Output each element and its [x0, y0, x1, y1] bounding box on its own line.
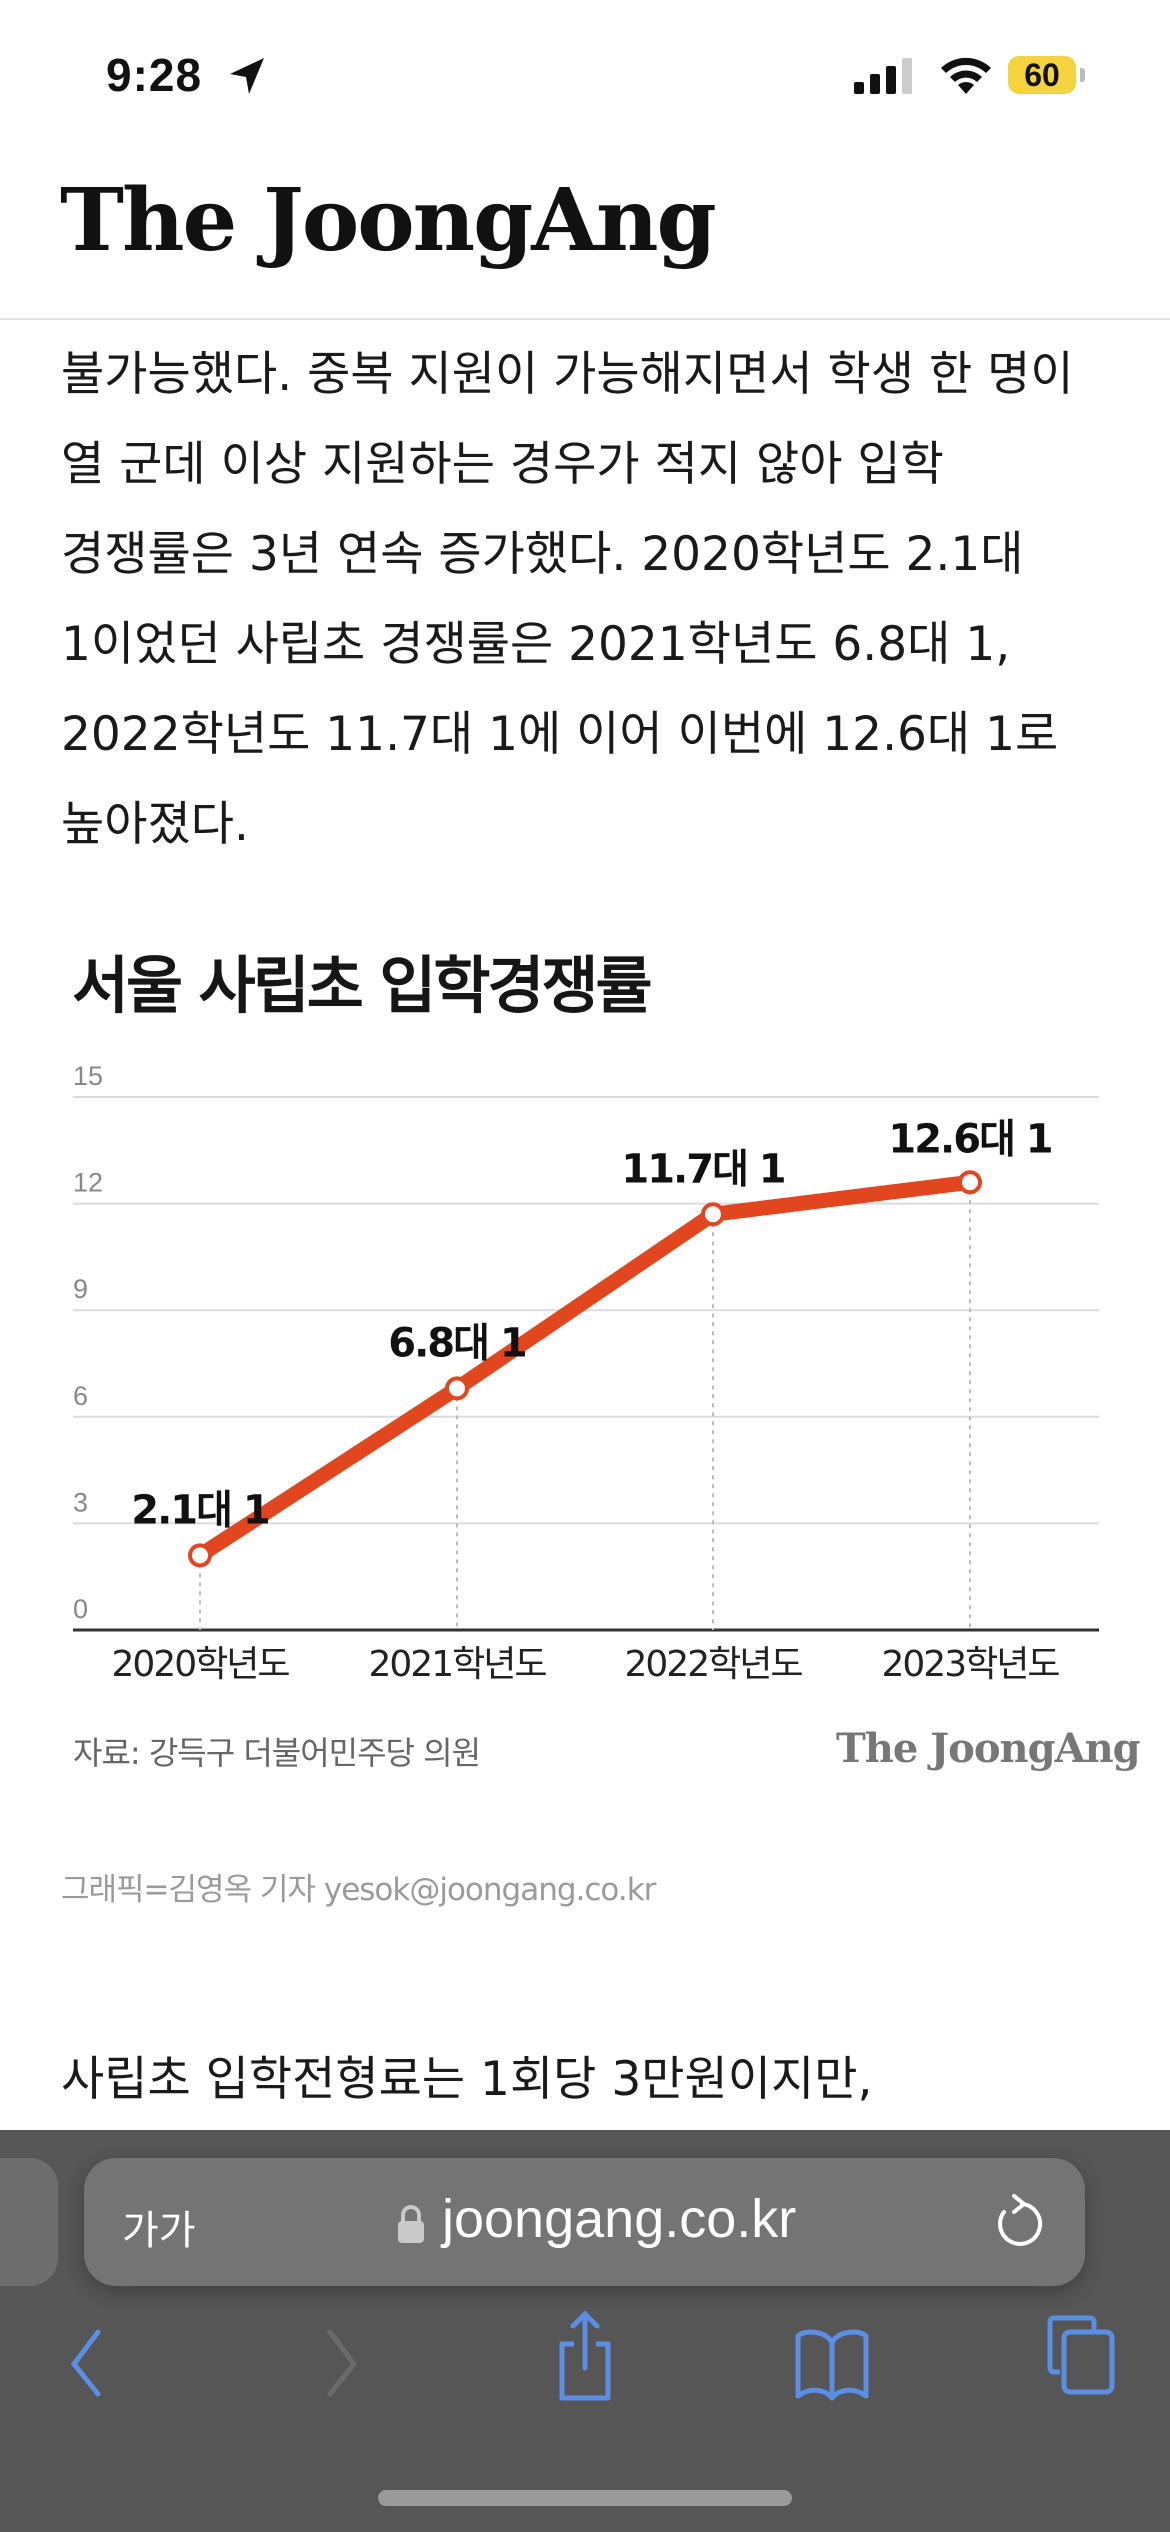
status-time: 9:28	[106, 49, 203, 101]
battery-tip	[1080, 68, 1085, 82]
back-icon[interactable]	[66, 2328, 106, 2398]
home-indicator	[378, 2490, 792, 2506]
chart-source: 자료: 강득구 더불어민주당 의원	[73, 1734, 481, 1772]
data-point	[188, 1543, 212, 1568]
y-tick-label: 12	[73, 1168, 103, 1198]
data-label: 2.1대 1	[131, 1487, 269, 1533]
battery-indicator: 60	[1008, 56, 1076, 94]
y-tick-label: 3	[73, 1487, 88, 1517]
data-label: 11.7대 1	[621, 1146, 784, 1192]
y-tick-label: 0	[73, 1594, 88, 1624]
graphic-caption: 그래픽=김영옥 기자 yesok@joongang.co.kr	[61, 1872, 656, 1908]
x-tick-label: 2020학년도	[112, 1644, 290, 1685]
forward-icon[interactable]	[322, 2328, 362, 2398]
x-tick-label: 2023학년도	[882, 1644, 1060, 1685]
address-bar[interactable]: 가가 joongang.co.kr	[84, 2158, 1085, 2286]
article-line: 1이었던 사립초 경쟁률은 2021학년도 6.8대 1,	[61, 617, 1011, 672]
article-line: 2022학년도 11.7대 1에 이어 이번에 12.6대 1로	[61, 707, 1059, 762]
article-line: 높아졌다.	[61, 797, 249, 852]
x-tick-label: 2022학년도	[625, 1644, 803, 1685]
data-point	[958, 1170, 982, 1195]
lock-icon	[398, 2205, 424, 2243]
y-tick-label: 15	[73, 1061, 103, 1091]
line-chart: 0 3 6 9 12 15 2020학년도 2021학년도 2022학년도 2023학년도 2.1대…	[73, 1061, 1099, 1685]
article-line: 열 군데 이상 지원하는 경우가 적지 않아 입학	[61, 437, 944, 492]
data-label: 6.8대 1	[388, 1320, 526, 1366]
article-body: 불가능했다. 중복 지원이 가능해지면서 학생 한 명이 열 군데 이상 지원하…	[61, 330, 1141, 870]
y-tick-label: 9	[73, 1274, 88, 1304]
article-next-paragraph: 사립초 입학전형료는 1회당 3만원이지만,	[61, 2052, 873, 2107]
bookmarks-icon[interactable]	[794, 2328, 870, 2402]
y-tick-label: 6	[73, 1381, 88, 1411]
share-icon[interactable]	[554, 2310, 616, 2402]
data-point	[445, 1376, 469, 1401]
data-label: 12.6대 1	[888, 1116, 1051, 1162]
series-line	[195, 1174, 971, 1562]
url-text[interactable]: joongang.co.kr	[442, 2189, 797, 2249]
x-tick-label: 2021학년도	[369, 1644, 547, 1685]
chart-title: 서울 사립초 입학경쟁률	[72, 949, 653, 1022]
location-arrow-icon	[230, 58, 264, 94]
article-line: 불가능했다. 중복 지원이 가능해지면서 학생 한 명이	[61, 347, 1074, 402]
wifi-icon	[941, 57, 991, 94]
reload-icon[interactable]	[992, 2194, 1046, 2252]
chart-logo: The JoongAng	[836, 1725, 1141, 1772]
site-logo[interactable]: The JoongAng	[60, 170, 717, 271]
tabs-icon[interactable]	[1046, 2314, 1116, 2396]
data-point	[701, 1202, 725, 1227]
cellular-signal-icon	[854, 58, 912, 94]
previous-tab-pill[interactable]	[0, 2158, 58, 2286]
header-divider	[0, 318, 1170, 320]
text-size-button[interactable]: 가가	[122, 2208, 196, 2254]
article-line: 경쟁률은 3년 연속 증가했다. 2020학년도 2.1대	[61, 527, 1024, 582]
